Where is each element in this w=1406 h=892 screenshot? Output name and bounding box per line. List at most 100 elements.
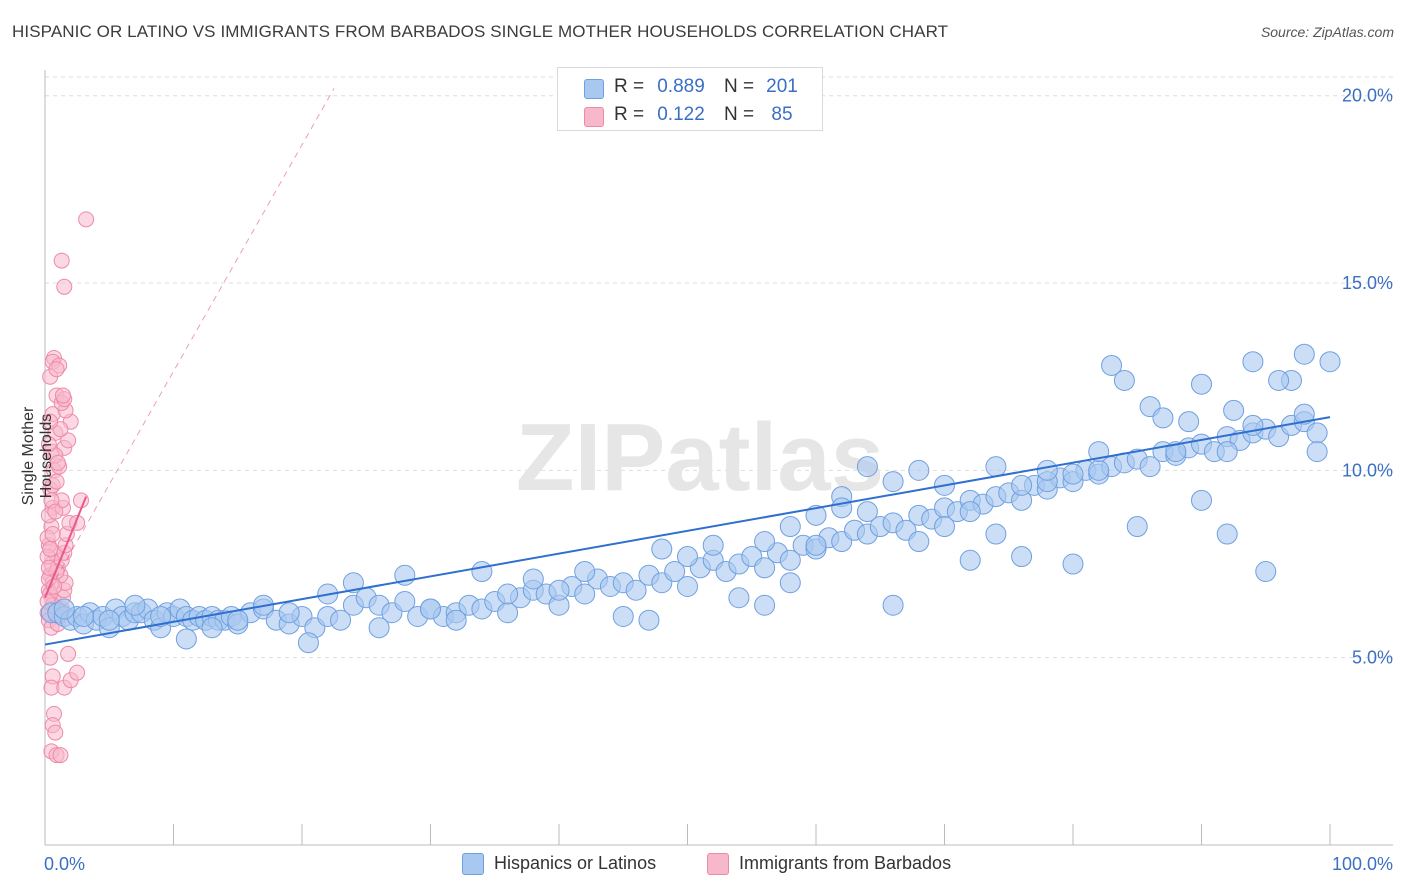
data-point-hispanic [651,538,673,560]
data-point-hispanic [754,594,776,616]
data-point-barbados [47,724,64,741]
trend-line-barbados [44,496,88,599]
legend-swatch-pink [707,853,729,875]
data-point-hispanic [150,605,172,627]
data-point-hispanic [175,628,197,650]
data-point-hispanic [53,598,75,620]
source-label: Source: ZipAtlas.com [1260,24,1394,40]
data-point-hispanic [420,598,441,620]
legend-row-hispanic: R = 0.889 N = 201 [558,72,822,100]
data-point-barbados [72,492,89,509]
axes [44,70,1393,846]
data-point-hispanic [1165,441,1187,463]
data-point-barbados [53,252,70,269]
data-point-barbados [48,473,65,490]
r-value: 0.122 [657,104,705,125]
data-point-barbados [60,645,77,662]
series-legend: Hispanics or Latinos Immigrants from Bar… [0,852,1406,878]
legend-label: Hispanics or Latinos [494,853,657,873]
data-point-hispanic [1191,373,1212,395]
data-point-hispanic [1011,546,1033,568]
trend-line-hispanic [44,416,1331,646]
data-point-hispanic [1255,561,1277,583]
data-point-hispanic [1113,369,1135,391]
data-point-hispanic [124,594,146,616]
y-tick-label: 10.0% [1342,460,1393,480]
trend-line-barbados-extended [44,87,335,598]
data-point-hispanic [908,531,930,553]
data-point-hispanic [1293,343,1315,365]
legend-swatch-pink [584,107,604,127]
data-point-hispanic [1306,441,1328,463]
data-point-barbados [54,387,71,404]
y-tick-label: 15.0% [1342,273,1393,293]
data-point-hispanic [574,561,596,583]
data-point-hispanic [882,594,904,616]
r-label: R = [614,76,645,97]
legend-swatch-blue [584,79,604,99]
data-point-hispanic [1216,523,1238,545]
data-point-hispanic [959,501,981,523]
legend-row-barbados: R = 0.122 N = 85 [558,100,822,128]
legend-label: Immigrants from Barbados [739,853,952,873]
x-tick-label-max: 100.0% [1332,854,1393,874]
data-point-hispanic [368,617,390,639]
trend-lines [44,87,1331,646]
data-point-hispanic [856,456,878,478]
data-point-barbados [60,432,77,449]
series-hispanic [40,343,1341,654]
data-point-hispanic [394,590,416,612]
data-point-hispanic [278,602,300,624]
legend-swatch-blue [462,853,484,875]
data-point-hispanic [73,605,95,627]
chart-title: HISPANIC OR LATINO VS IMMIGRANTS FROM BA… [12,22,949,41]
data-point-hispanic [638,609,660,631]
data-point-hispanic [342,572,364,594]
r-value: 0.889 [657,76,705,97]
data-point-hispanic [1293,403,1315,425]
data-point-barbados [56,278,73,295]
data-point-hispanic [805,534,827,556]
data-point-hispanic [1139,456,1161,478]
data-point-hispanic [98,609,120,631]
data-point-hispanic [1062,553,1084,575]
data-point-barbados [78,211,95,228]
data-point-barbados [52,747,69,764]
data-point-hispanic [779,516,801,538]
data-point-barbados [42,649,59,666]
data-point-hispanic [831,497,853,519]
data-point-hispanic [297,632,319,654]
data-point-hispanic [1242,351,1264,373]
data-point-hispanic [497,583,519,605]
data-point-hispanic [985,523,1007,545]
data-point-hispanic [677,546,698,568]
data-point-hispanic [805,504,827,526]
x-tick-label-min: 0.0% [44,854,85,874]
data-point-hispanic [1216,441,1238,463]
data-point-hispanic [779,549,801,571]
data-point-hispanic [702,534,724,556]
data-point-hispanic [985,456,1007,478]
y-tick-label: 5.0% [1352,648,1393,668]
data-point-hispanic [754,531,776,553]
data-point-hispanic [1319,351,1341,373]
tick-labels: 5.0% 10.0% 15.0% 20.0% 0.0% 100.0% [44,86,1393,874]
data-point-hispanic [1152,407,1174,429]
data-point-hispanic [908,459,930,481]
data-point-barbados [48,361,65,378]
data-point-hispanic [625,579,647,601]
data-point-hispanic [664,561,686,583]
watermark: ZIPatlas [516,404,884,511]
data-point-hispanic [330,609,352,631]
data-point-barbados [44,526,61,543]
data-point-hispanic [201,617,223,639]
n-label: N = [724,76,755,97]
r-label: R = [614,104,645,125]
data-point-hispanic [1306,422,1328,444]
data-point-hispanic [1101,354,1123,376]
data-point-hispanic [1126,516,1148,538]
data-point-barbados [42,413,59,430]
data-point-hispanic [779,572,801,594]
data-point-hispanic [1268,369,1290,391]
data-point-hispanic [677,576,698,598]
